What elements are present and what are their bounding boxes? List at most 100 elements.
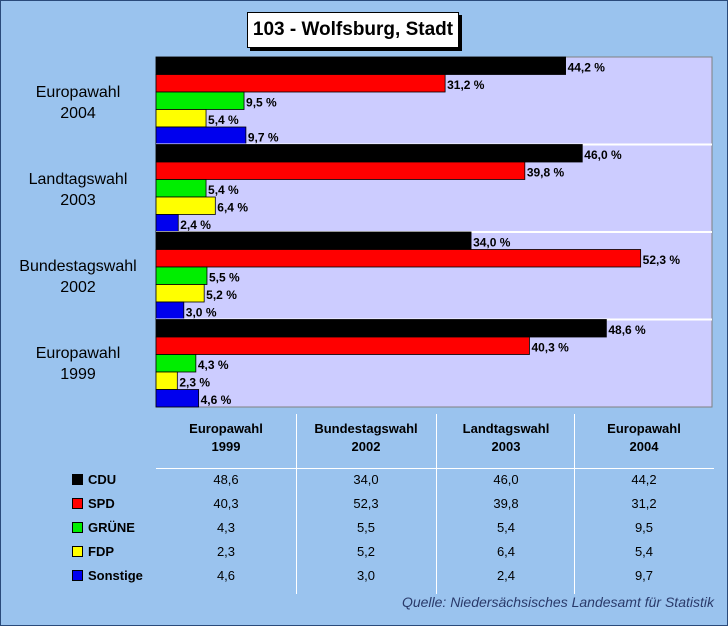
category-label-line2: 2003 [60, 192, 96, 209]
bar-value-label: 44,2 % [568, 61, 606, 75]
bar-value-label: 31,2 % [447, 78, 485, 92]
party-name: GRÜNE [88, 520, 135, 535]
table-cell: 3,0 [356, 568, 376, 583]
category-label-line2: 2002 [60, 279, 96, 296]
table-cell: 2,4 [496, 568, 516, 583]
legend-swatch [72, 570, 83, 581]
category-label-line1: Europawahl [35, 345, 121, 362]
bar [155, 74, 446, 93]
bar-value-label: 4,6 % [201, 393, 232, 407]
column-header-line2: 1999 [211, 439, 241, 454]
bar-value-label: 48,6 % [608, 323, 646, 337]
table-cell: 44,2 [631, 472, 657, 487]
table-row-label: CDU [72, 471, 116, 489]
table-cell: 5,5 [356, 520, 376, 535]
table-cell: 31,2 [631, 496, 657, 511]
table-cell: 52,3 [353, 496, 379, 511]
legend-swatch [72, 522, 83, 533]
bar-value-label: 2,3 % [179, 376, 210, 390]
bar-value-label: 46,0 % [584, 148, 622, 162]
bar [155, 371, 178, 390]
table-column-header: Europawahl 2004 [574, 420, 714, 456]
bar-value-label: 9,5 % [246, 96, 277, 110]
source-note: Quelle: Niedersächsisches Landesamt für … [401, 594, 714, 610]
party-name: Sonstige [88, 568, 143, 583]
bar-value-label: 4,3 % [198, 358, 229, 372]
column-header-line1: Bundestagswahl [314, 421, 418, 436]
table-row-label: Sonstige [72, 567, 143, 585]
table-divider [156, 468, 714, 469]
column-header-line2: 2003 [491, 439, 521, 454]
column-header-line1: Landtagswahl [462, 421, 550, 436]
bar [155, 109, 207, 128]
bar-value-label: 5,2 % [206, 288, 237, 302]
table-cell: 48,6 [213, 472, 239, 487]
table-row-label: FDP [72, 543, 114, 561]
category-label: Landtagswahl 2003 [8, 169, 148, 211]
table-column-header: Europawahl 1999 [156, 420, 296, 456]
table-cell: 34,0 [353, 472, 379, 487]
bar [155, 231, 472, 250]
table-row-label: SPD [72, 495, 115, 513]
bar [155, 91, 245, 110]
bar [155, 126, 247, 145]
table-column-header: Bundestagswahl 2002 [296, 420, 436, 456]
bar [155, 249, 642, 268]
bar [155, 56, 566, 75]
bar [155, 196, 216, 215]
bar-value-label: 5,5 % [209, 271, 240, 285]
category-label: Bundestagswahl 2002 [8, 256, 148, 298]
table-cell: 2,3 [216, 544, 236, 559]
party-name: SPD [88, 496, 115, 511]
bar [155, 266, 208, 285]
category-label-line2: 1999 [60, 366, 96, 383]
party-name: CDU [88, 472, 117, 487]
table-row-label: GRÜNE [72, 519, 135, 537]
bar [155, 319, 607, 338]
party-name: FDP [88, 544, 114, 559]
category-label: Europawahl 1999 [8, 343, 148, 385]
category-label-line1: Landtagswahl [28, 171, 128, 188]
category-label-line2: 2004 [60, 105, 96, 122]
bar-value-label: 5,4 % [208, 183, 239, 197]
table-cell: 4,6 [216, 568, 236, 583]
column-header-line1: Europawahl [189, 421, 263, 436]
category-label: Europawahl 2004 [8, 82, 148, 124]
category-label-line1: Bundestagswahl [19, 258, 137, 275]
table-cell: 5,4 [496, 520, 516, 535]
table-divider [296, 414, 297, 594]
bar-value-label: 39,8 % [527, 166, 565, 180]
bar [155, 179, 207, 198]
bar [155, 389, 200, 408]
table-cell: 4,3 [216, 520, 236, 535]
bar [155, 144, 583, 163]
legend-swatch [72, 474, 83, 485]
bar [155, 214, 179, 233]
bar-value-label: 5,4 % [208, 113, 239, 127]
bar-value-label: 34,0 % [473, 236, 511, 250]
table-cell: 40,3 [213, 496, 239, 511]
bar [155, 161, 526, 180]
table-cell: 39,8 [493, 496, 519, 511]
legend-swatch [72, 498, 83, 509]
table-divider [574, 414, 575, 594]
table-cell: 9,7 [634, 568, 654, 583]
column-header-line2: 2004 [629, 439, 659, 454]
category-label-line1: Europawahl [35, 84, 121, 101]
table-cell: 46,0 [493, 472, 519, 487]
bar [155, 284, 205, 303]
bar-value-label: 40,3 % [531, 341, 569, 355]
bar [155, 354, 197, 373]
bar-value-label: 6,4 % [217, 201, 248, 215]
bar-value-label: 9,7 % [248, 131, 279, 145]
column-header-line2: 2002 [351, 439, 381, 454]
table-divider [436, 414, 437, 594]
table-cell: 5,4 [634, 544, 654, 559]
bar-value-label: 3,0 % [186, 306, 217, 320]
table-cell: 9,5 [634, 520, 654, 535]
table-cell: 6,4 [496, 544, 516, 559]
table-column-header: Landtagswahl 2003 [436, 420, 576, 456]
bar [155, 336, 530, 355]
column-header-line1: Europawahl [607, 421, 681, 436]
